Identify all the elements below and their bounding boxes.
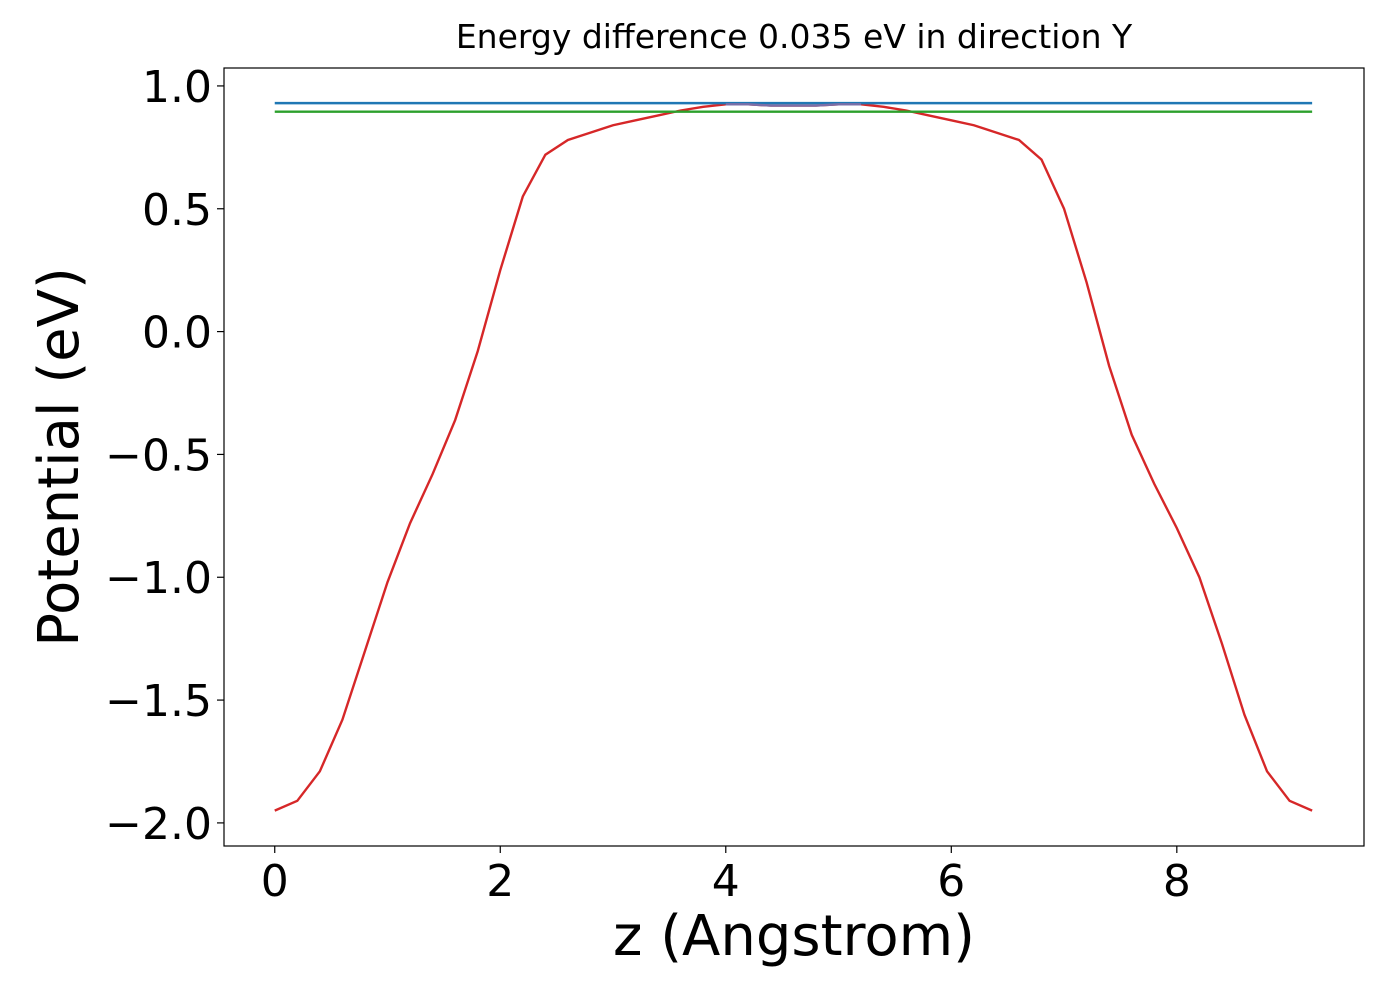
x-tick-label: 6 (937, 856, 965, 907)
y-tick-label: −1.5 (105, 676, 212, 727)
chart-title: Energy difference 0.035 eV in direction … (456, 17, 1133, 56)
x-tick-label: 8 (1163, 856, 1191, 907)
series-line (725, 103, 862, 107)
x-tick-label: 4 (712, 856, 740, 907)
plot-frame (223, 67, 1365, 847)
y-tick-label: −0.5 (105, 430, 212, 481)
y-tick-label: −1.0 (105, 553, 212, 604)
y-axis-label: Potential (eV) (27, 267, 92, 647)
y-tick-label: 0.0 (142, 308, 212, 359)
y-tick-label: 0.5 (142, 185, 212, 236)
x-tick-label: 0 (261, 856, 289, 907)
y-tick-label: 1.0 (142, 62, 212, 113)
y-tick-label: −2.0 (105, 799, 212, 850)
series-line (274, 103, 1313, 812)
x-axis-label: z (Angstrom) (613, 904, 975, 969)
x-tick-label: 2 (486, 856, 514, 907)
